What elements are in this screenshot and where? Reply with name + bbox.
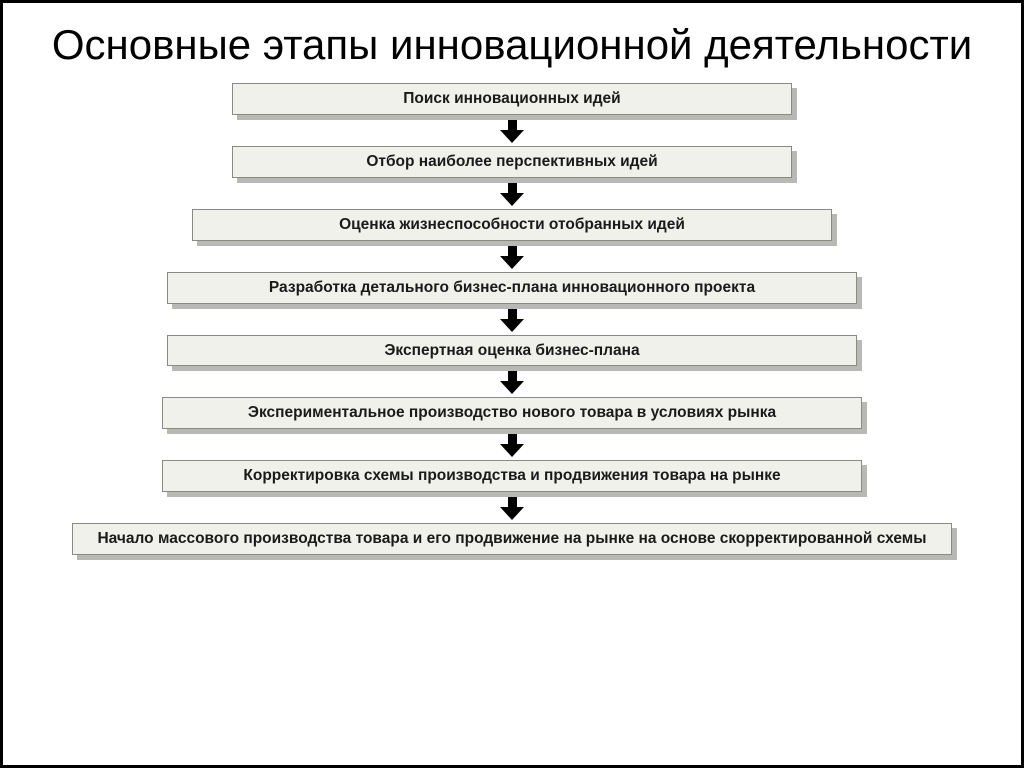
flow-arrow-icon	[500, 309, 524, 332]
flow-node: Оценка жизнеспособности отобранных идей	[192, 209, 832, 241]
flow-node: Отбор наиболее перспективных идей	[232, 146, 792, 178]
flow-node: Экспериментальное производство нового то…	[162, 397, 862, 429]
diagram-title: Основные этапы инновационной деятельност…	[52, 21, 972, 69]
node-label: Корректировка схемы производства и продв…	[162, 460, 862, 492]
flow-node: Экспертная оценка бизнес-плана	[167, 335, 857, 367]
flow-arrow-icon	[500, 371, 524, 394]
node-label: Начало массового производства товара и е…	[72, 523, 951, 555]
flow-arrow-icon	[500, 497, 524, 520]
flow-arrow-icon	[500, 434, 524, 457]
node-label: Разработка детального бизнес-плана иннов…	[167, 272, 857, 304]
node-label: Отбор наиболее перспективных идей	[232, 146, 792, 178]
flow-node: Поиск инновационных идей	[232, 83, 792, 115]
flow-arrow-icon	[500, 246, 524, 269]
flow-node: Начало массового производства товара и е…	[72, 523, 951, 555]
flow-node: Корректировка схемы производства и продв…	[162, 460, 862, 492]
node-label: Экспертная оценка бизнес-плана	[167, 335, 857, 367]
node-label: Оценка жизнеспособности отобранных идей	[192, 209, 832, 241]
flow-node: Разработка детального бизнес-плана иннов…	[167, 272, 857, 304]
node-label: Поиск инновационных идей	[232, 83, 792, 115]
node-label: Экспериментальное производство нового то…	[162, 397, 862, 429]
flow-arrow-icon	[500, 183, 524, 206]
flowchart: Поиск инновационных идей Отбор наиболее …	[33, 83, 991, 557]
flow-arrow-icon	[500, 120, 524, 143]
